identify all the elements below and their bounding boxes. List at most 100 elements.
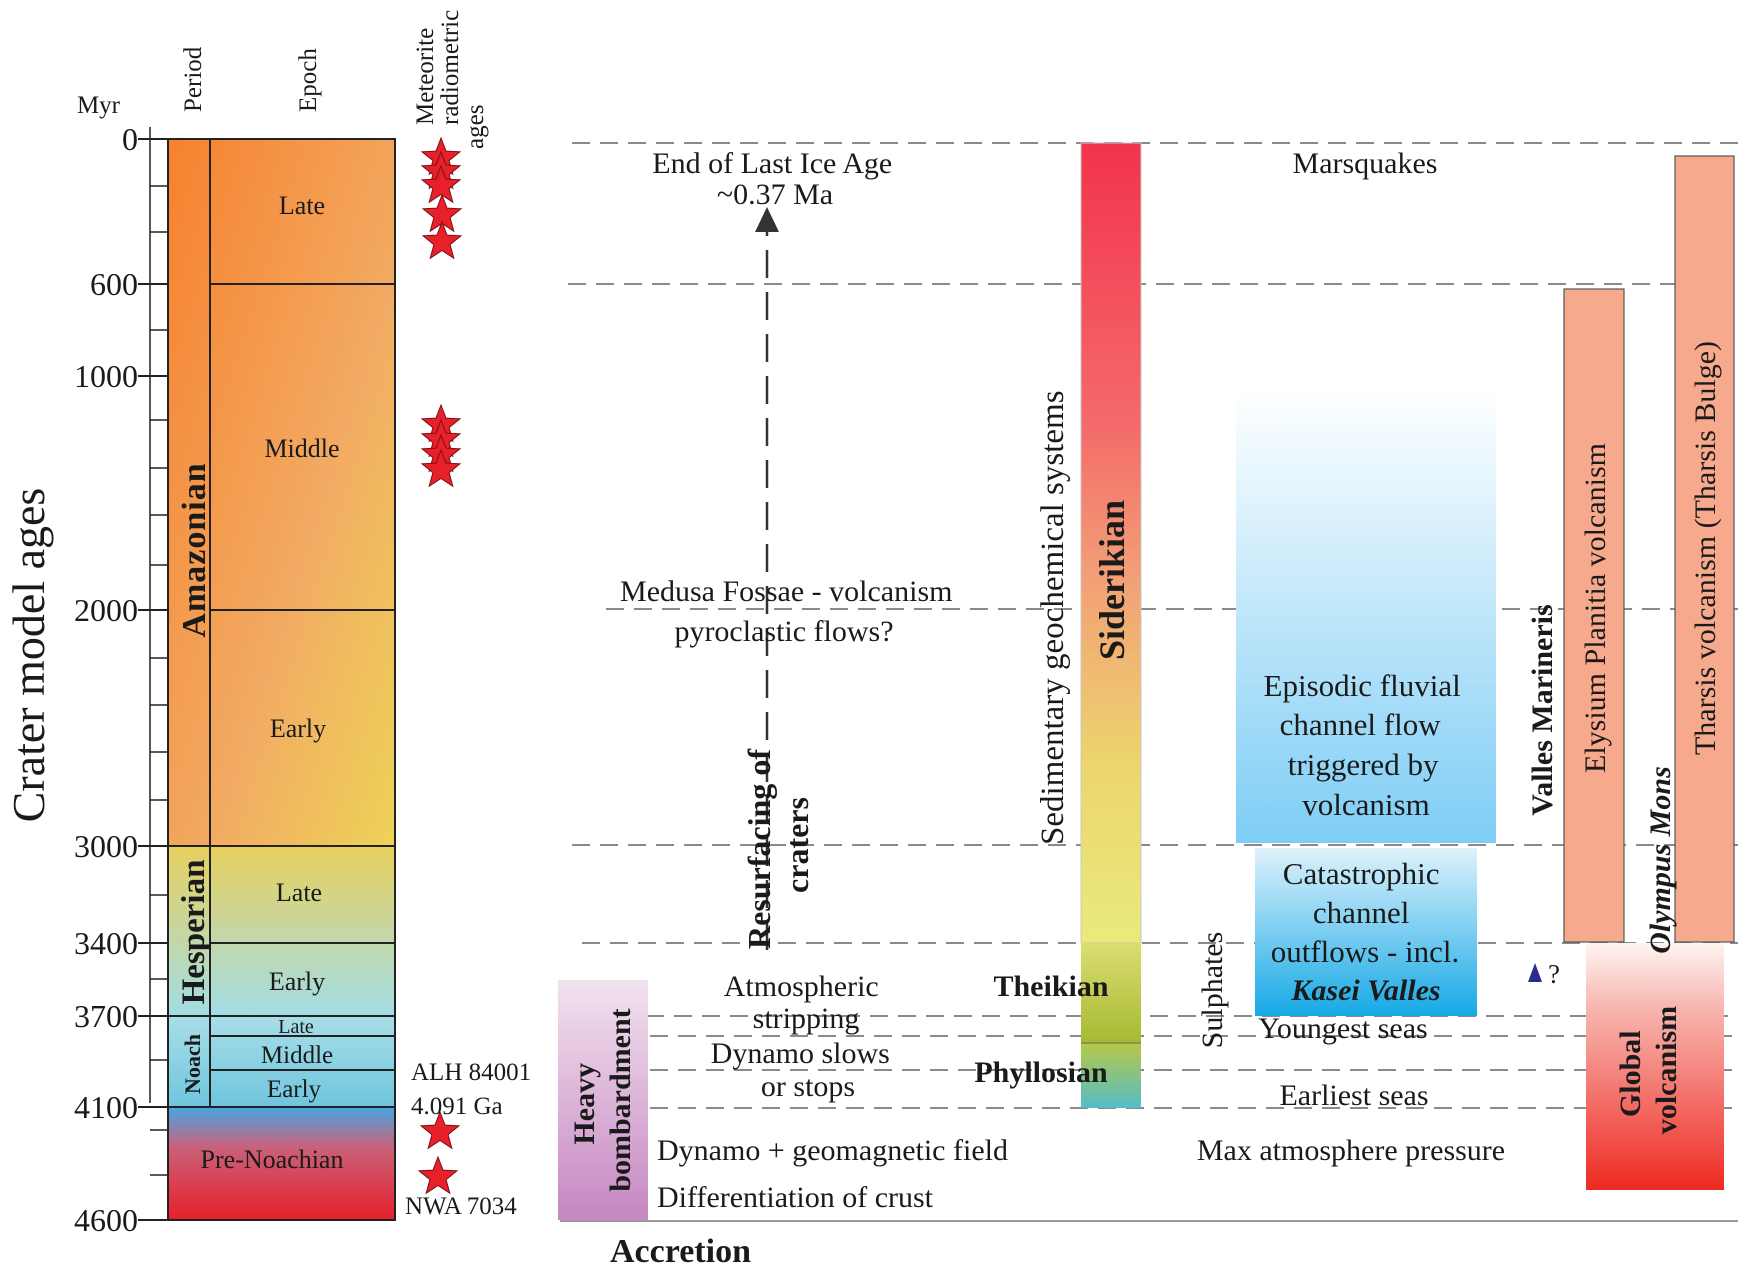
chronostratigraphic-column: Amazonian Hesperian Noach Pre-Noachian L… bbox=[167, 138, 396, 1221]
column-frame bbox=[167, 138, 396, 1221]
axis-unit: Myr bbox=[77, 92, 121, 119]
tick-label-4600: 4600 bbox=[74, 1202, 138, 1238]
episodic-label: Episodic fluvial channel flow triggered … bbox=[1264, 668, 1469, 822]
tick-label-4100: 4100 bbox=[74, 1089, 138, 1125]
meteorite-star bbox=[420, 164, 462, 204]
amazonian-block bbox=[168, 139, 395, 846]
meteorite-stars bbox=[417, 136, 463, 1195]
marsquakes-label: Marsquakes bbox=[1293, 147, 1438, 180]
episodic-line3: triggered by bbox=[1288, 747, 1439, 782]
epoch-hesperian-early: Early bbox=[269, 967, 325, 996]
tick-label-0: 0 bbox=[122, 121, 138, 157]
resurfacing-line1: Resurfacing of bbox=[741, 749, 777, 949]
episodic-line2: channel flow bbox=[1280, 707, 1442, 742]
tick-label-600: 600 bbox=[90, 266, 138, 302]
tick-label-3000: 3000 bbox=[74, 828, 138, 864]
noachian-block bbox=[168, 1016, 395, 1107]
catastrophic-line3: outflows - incl. bbox=[1271, 934, 1460, 969]
heavy-line2: bombardment bbox=[604, 1008, 637, 1191]
heavy-bombardment-bar bbox=[558, 980, 648, 1220]
period-pre-noachian: Pre-Noachian bbox=[201, 1145, 344, 1174]
tick-label-3400: 3400 bbox=[74, 925, 138, 961]
earliest-seas-label: Earliest seas bbox=[1279, 1079, 1428, 1112]
differentiation-label: Differentiation of crust bbox=[657, 1181, 934, 1214]
medusa-line2: pyroclastic flows? bbox=[674, 615, 893, 648]
episodic-fluvial-box bbox=[1236, 390, 1496, 843]
tick-label-2000: 2000 bbox=[74, 592, 138, 628]
geochem-title: Sedimentary geochemical systems bbox=[1035, 390, 1071, 845]
catastrophic-label: Catastrophic channel outflows - incl. bbox=[1271, 856, 1460, 969]
catastrophic-line1: Catastrophic bbox=[1283, 856, 1440, 891]
dynamo-slows-label: Dynamo slows or stops bbox=[711, 1037, 898, 1103]
valles-marineris-question: ? bbox=[1548, 959, 1560, 989]
global-line1: Global bbox=[1614, 1030, 1647, 1117]
meteorite-star bbox=[417, 1155, 459, 1195]
theikian-bar bbox=[1081, 943, 1141, 1043]
episodic-line4: volcanism bbox=[1302, 787, 1429, 822]
epoch-noachian-middle: Middle bbox=[261, 1042, 333, 1069]
resurfacing-arrow-head bbox=[755, 207, 779, 232]
kasei-valles-label: Kasei Valles bbox=[1290, 974, 1440, 1007]
axis-title: Crater model ages bbox=[3, 488, 54, 823]
epoch-hesperian-late: Late bbox=[276, 878, 322, 907]
dashed-guides bbox=[568, 142, 1738, 1109]
tharsis-bar bbox=[1674, 155, 1735, 943]
global-volcanism-bar bbox=[1586, 943, 1724, 1190]
tick-label-3700: 3700 bbox=[74, 998, 138, 1034]
kasei-box bbox=[1255, 848, 1477, 1016]
axis-tick-labels: 0 600 1000 2000 3000 3400 3700 4100 4600 bbox=[74, 121, 138, 1238]
global-line2: volcanism bbox=[1650, 1006, 1683, 1134]
dynamo-line1: Dynamo slows bbox=[711, 1037, 890, 1070]
epoch-noachian-late: Late bbox=[278, 1016, 314, 1038]
sulphates-label: Sulphates bbox=[1196, 932, 1229, 1049]
atmospheric-line2: stripping bbox=[753, 1002, 860, 1035]
heavy-line1: Heavy bbox=[568, 1063, 601, 1145]
hesperian-block bbox=[168, 846, 395, 1016]
epoch-amazonian-late: Late bbox=[279, 191, 325, 220]
accretion-label: Accretion bbox=[610, 1233, 751, 1267]
pre-noachian-block bbox=[168, 1107, 395, 1220]
epoch-amazonian-middle: Middle bbox=[264, 434, 339, 463]
siderikian-label: Siderikian bbox=[1092, 500, 1132, 660]
siderikian-bar bbox=[1080, 142, 1142, 944]
ice-age-label: End of Last Ice Age ~0.37 Ma bbox=[652, 147, 899, 211]
meteorite-alh: ALH 84001 bbox=[411, 1059, 531, 1086]
meteorite-header: Meteorite radiometric ages bbox=[412, 4, 489, 149]
catastrophic-line2: channel bbox=[1313, 895, 1409, 930]
heavy-bombardment-label: Heavy bombardment bbox=[568, 1008, 637, 1191]
atmospheric-line1: Atmospheric bbox=[724, 970, 879, 1003]
global-volcanism-label: Global volcanism bbox=[1614, 1006, 1683, 1134]
meteorite-nwa: NWA 7034 bbox=[405, 1193, 517, 1220]
period-header: Period bbox=[180, 46, 207, 112]
dynamo-line2: or stops bbox=[761, 1070, 855, 1103]
valles-marineris-label: Valles Marineris bbox=[1526, 604, 1559, 815]
meteorite-star bbox=[420, 448, 462, 488]
axis-ticks bbox=[138, 138, 168, 1221]
phyllosian-bar bbox=[1081, 1043, 1141, 1108]
epoch-amazonian-early: Early bbox=[270, 714, 326, 743]
age-axis: Crater model ages Myr 0 600 1000 2000 3000 34… bbox=[3, 92, 168, 1238]
resurfacing-line2: craters bbox=[779, 797, 815, 893]
resurfacing-label: Resurfacing of craters bbox=[741, 741, 815, 949]
max-atmosphere-label: Max atmosphere pressure bbox=[1197, 1134, 1505, 1167]
meteorite-header-line3: ages bbox=[462, 105, 489, 149]
period-noachian: Noach bbox=[180, 1034, 205, 1094]
period-amazonian: Amazonian bbox=[176, 462, 213, 637]
meteorite-alh-age: 4.091 Ga bbox=[411, 1093, 503, 1120]
youngest-seas-label: Youngest seas bbox=[1258, 1012, 1427, 1045]
epoch-noachian-early: Early bbox=[267, 1076, 322, 1103]
episodic-line1: Episodic fluvial bbox=[1264, 668, 1461, 703]
elysium-label: Elysium Planitia volcanism bbox=[1579, 443, 1612, 773]
tharsis-label: Tharsis volcanism (Tharsis Bulge) bbox=[1689, 341, 1722, 755]
medusa-label: Medusa Fossae - volcanism pyroclastic fl… bbox=[620, 575, 960, 648]
period-hesperian: Hesperian bbox=[176, 860, 212, 1005]
meteorite-star bbox=[419, 1110, 461, 1150]
olympus-mons-label: Olympus Mons bbox=[1644, 766, 1677, 954]
theikian-label: Theikian bbox=[993, 970, 1108, 1003]
elysium-bar bbox=[1563, 288, 1625, 943]
medusa-line1: Medusa Fossae - volcanism bbox=[620, 575, 952, 608]
dynamo-field-label: Dynamo + geomagnetic field bbox=[657, 1134, 1008, 1167]
phyllosian-label: Phyllosian bbox=[974, 1056, 1108, 1089]
valles-marineris-marker bbox=[1528, 963, 1542, 982]
